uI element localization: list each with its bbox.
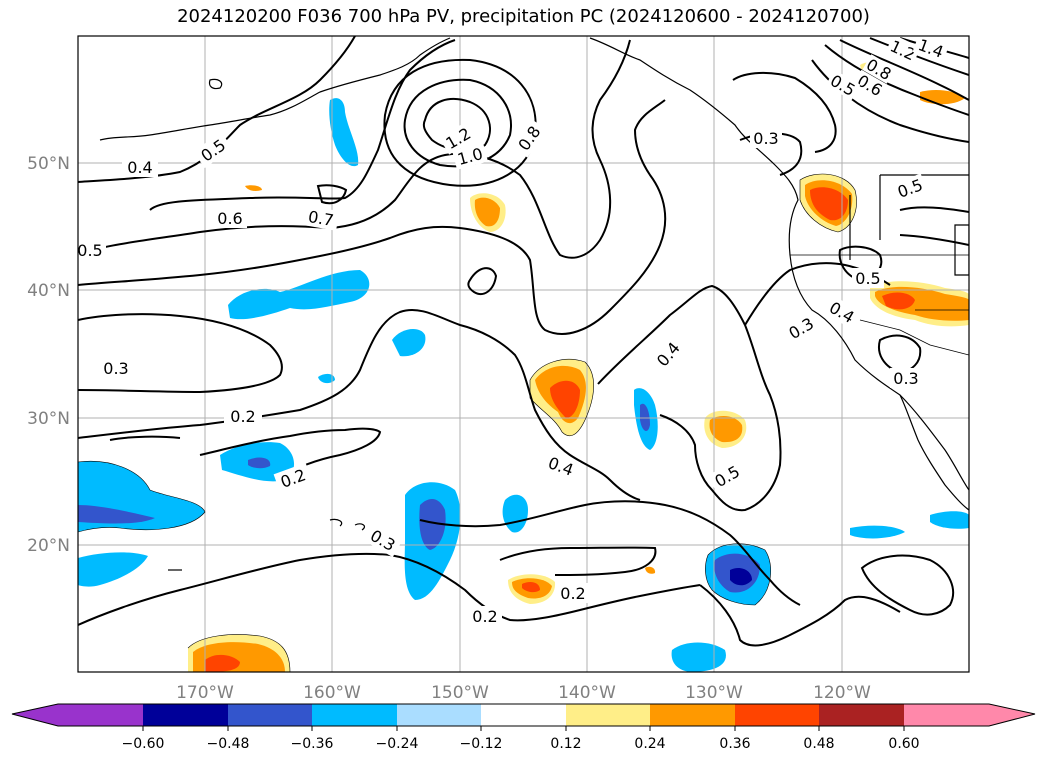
map-content: 0.4 0.5 1.2 1.0 0.8 0.3 1.2 1.4 0.8 0.6 …	[77, 36, 969, 672]
lon-label: 120°W	[813, 683, 871, 703]
lon-label: 160°W	[303, 683, 361, 703]
contour-label: 0.3	[753, 129, 778, 148]
colorbar-tick-label: −0.60	[122, 736, 165, 752]
lon-tick-labels: 170°W 160°W 150°W 140°W 130°W 120°W	[176, 683, 871, 703]
colorbar-segment	[819, 704, 904, 726]
lat-label: 20°N	[27, 536, 70, 556]
lon-label: 150°W	[431, 683, 489, 703]
colorbar-outline	[11, 703, 1036, 727]
colorbar-tick-label: 0.48	[803, 736, 834, 752]
contour-label: 0.4	[127, 158, 152, 177]
fill-outlines	[78, 173, 857, 672]
contour-label: 0.2	[472, 607, 497, 626]
colorbar-segment	[904, 704, 989, 726]
colorbar-segment	[228, 704, 312, 726]
colorbar-segment	[650, 704, 735, 726]
colorbar-tick-label: −0.36	[291, 736, 334, 752]
colorbar-tick-label: −0.48	[207, 736, 250, 752]
contour-label: 0.5	[855, 269, 880, 288]
contour-label: 0.7	[307, 207, 335, 230]
colorbar-tick-label: 0.36	[719, 736, 750, 752]
lat-label: 40°N	[27, 281, 70, 301]
contour-label: 0.2	[230, 407, 255, 426]
lon-label: 170°W	[176, 683, 234, 703]
contour-label: 0.3	[893, 369, 918, 388]
colorbar-extend-high	[989, 704, 1035, 726]
precip-fills	[78, 62, 969, 672]
lat-label: 50°N	[27, 154, 70, 174]
lat-tick-labels: 50°N 40°N 30°N 20°N	[27, 154, 70, 556]
colorbar-tick-label: 0.24	[634, 736, 665, 752]
lon-label: 140°W	[558, 683, 616, 703]
colorbar-segment	[397, 704, 481, 726]
colorbar: −0.60 −0.48 −0.36 −0.24 −0.12 0.12 0.24 …	[11, 703, 1036, 752]
colorbar-tick-label: −0.12	[460, 736, 503, 752]
colorbar-tick-label: −0.24	[376, 736, 419, 752]
colorbar-segment	[312, 704, 397, 726]
contour-label: 0.2	[560, 584, 585, 603]
colorbar-segment	[481, 704, 566, 726]
map-frame	[77, 35, 970, 673]
colorbar-extend-low	[12, 704, 58, 726]
colorbar-segment	[566, 704, 650, 726]
lat-label: 30°N	[27, 409, 70, 429]
contour-label: 0.6	[217, 209, 242, 228]
colorbar-tick-label: 0.60	[888, 736, 919, 752]
contour-label: 0.5	[77, 241, 102, 260]
colorbar-segment	[58, 704, 143, 726]
contour-label: 0.3	[103, 359, 128, 378]
colorbar-segment	[735, 704, 819, 726]
lon-label: 130°W	[685, 683, 743, 703]
colorbar-segment	[143, 704, 228, 726]
map-title: 2024120200 F036 700 hPa PV, precipitatio…	[177, 6, 870, 27]
colorbar-tick-label: 0.12	[550, 736, 581, 752]
